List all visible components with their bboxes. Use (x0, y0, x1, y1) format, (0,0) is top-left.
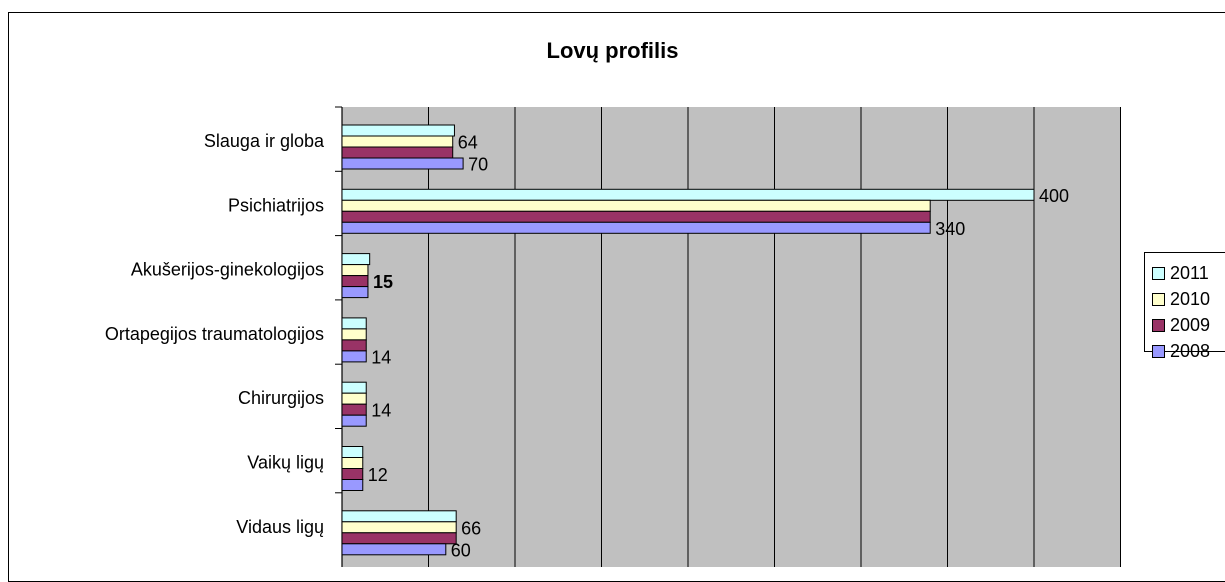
chart-title: Lovų profilis (546, 38, 679, 63)
bar-2010 (341, 199, 931, 212)
bar-2010 (341, 521, 457, 534)
bar-2008 (341, 479, 364, 491)
legend: 2011 2010 2009 2008 (1144, 252, 1225, 361)
bar-2010 (341, 135, 454, 148)
category-label: Ortapegijos traumatologijos (105, 324, 324, 344)
legend-label-2011: 2011 (1170, 262, 1209, 283)
bar-2009 (341, 532, 457, 545)
bar-chart: Slauga ir globa Psichiatrijos Akušerijos-g… (105, 106, 1121, 567)
bar-2009 (341, 146, 454, 159)
legend-swatch-2009 (1152, 318, 1165, 332)
bar-2009 (341, 275, 369, 288)
bar-2010 (341, 328, 367, 341)
data-label: 12 (368, 465, 388, 485)
bar-2009 (341, 403, 367, 416)
data-label: 14 (371, 347, 391, 367)
bar-2010 (341, 392, 367, 405)
bar-2008 (341, 221, 931, 234)
legend-label-2008: 2008 (1170, 340, 1211, 361)
bar-2008 (341, 350, 367, 363)
bar-2008 (341, 157, 464, 170)
category-label: Chirurgijos (238, 388, 324, 408)
legend-swatch-2010 (1152, 292, 1165, 306)
bar-2010 (341, 457, 364, 469)
data-label: 400 (1039, 186, 1069, 206)
category-label: Vidaus ligų (236, 517, 324, 537)
plot-background (342, 107, 1121, 567)
bar-2011 (341, 381, 367, 394)
bar-2011 (341, 317, 367, 330)
data-label: 66 (461, 518, 481, 538)
legend-swatch-2008 (1152, 344, 1165, 358)
bar-2008 (341, 414, 367, 427)
category-label: Psichiatrijos (228, 195, 324, 215)
bar-2009 (341, 468, 364, 480)
bar-2008 (341, 286, 369, 299)
bar-2011 (341, 446, 364, 458)
legend-item-2010: 2010 (1152, 287, 1210, 311)
legend-label-2010: 2010 (1170, 288, 1211, 309)
plot-area: Slauga ir globa Psichiatrijos Akušerijos-g… (105, 106, 1121, 567)
legend-swatch-2011 (1152, 266, 1165, 280)
data-label: 60 (451, 540, 471, 560)
legend-item-2008: 2008 (1152, 339, 1210, 363)
category-label: Akušerijos-ginekologijos (131, 260, 324, 280)
bar-2011 (341, 510, 457, 523)
data-label: 70 (468, 155, 488, 175)
data-label: 64 (458, 133, 478, 153)
legend-item-2009: 2009 (1152, 313, 1210, 337)
bar-2011 (341, 188, 1035, 201)
bar-2009 (341, 210, 931, 223)
bar-2011 (341, 253, 371, 266)
category-label: Slauga ir globa (204, 131, 325, 151)
bar-2010 (341, 264, 369, 277)
bar-2009 (341, 339, 367, 352)
data-label: 340 (935, 219, 965, 239)
legend-item-2011: 2011 (1152, 261, 1209, 285)
bar-2008 (341, 543, 447, 556)
category-label: Vaikų ligų (247, 453, 324, 473)
data-label: 14 (371, 401, 391, 421)
data-label: 15 (373, 272, 393, 292)
legend-label-2009: 2009 (1170, 314, 1211, 335)
bar-2011 (341, 124, 455, 137)
